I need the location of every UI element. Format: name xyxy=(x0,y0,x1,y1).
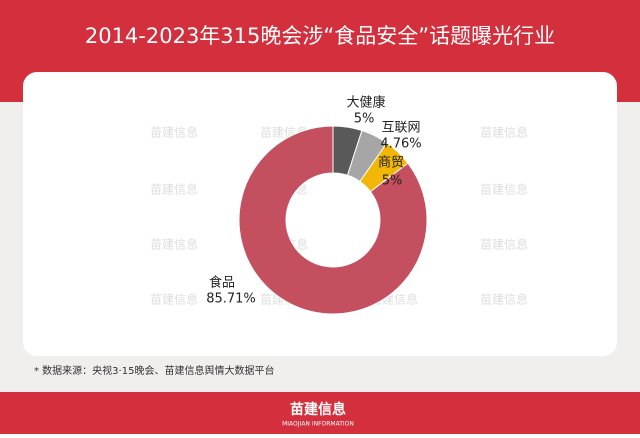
brand-subtitle: MIAOJIAN INFORMATION xyxy=(282,421,354,428)
watermark: 苗建信息 xyxy=(150,292,198,307)
chart-title: 2014-2023年315晚会涉“食品安全”话题曝光行业 xyxy=(85,24,555,48)
brand-name: 苗建信息 xyxy=(290,401,346,418)
card xyxy=(23,72,617,356)
watermark: 苗建信息 xyxy=(150,237,198,252)
watermark: 苗建信息 xyxy=(480,292,528,307)
category-label: 商贸 xyxy=(378,156,404,171)
source-note: * 数据来源：央视3·15晚会、苗建信息舆情大数据平台 xyxy=(34,364,274,377)
category-label: 食品 xyxy=(209,275,235,291)
value-label: 5% xyxy=(382,174,403,189)
footer-band xyxy=(0,392,640,434)
value-label: 5% xyxy=(354,112,375,127)
value-label: 4.76% xyxy=(380,137,421,152)
watermark: 苗建信息 xyxy=(480,182,528,197)
watermark: 苗建信息 xyxy=(150,182,198,197)
watermark: 苗建信息 xyxy=(480,125,528,140)
value-label: 85.71% xyxy=(206,292,256,307)
watermark: 苗建信息 xyxy=(150,125,198,140)
donut-slice xyxy=(238,125,428,315)
category-label: 大健康 xyxy=(346,95,385,111)
category-label: 互联网 xyxy=(381,121,420,136)
watermark: 苗建信息 xyxy=(480,237,528,252)
